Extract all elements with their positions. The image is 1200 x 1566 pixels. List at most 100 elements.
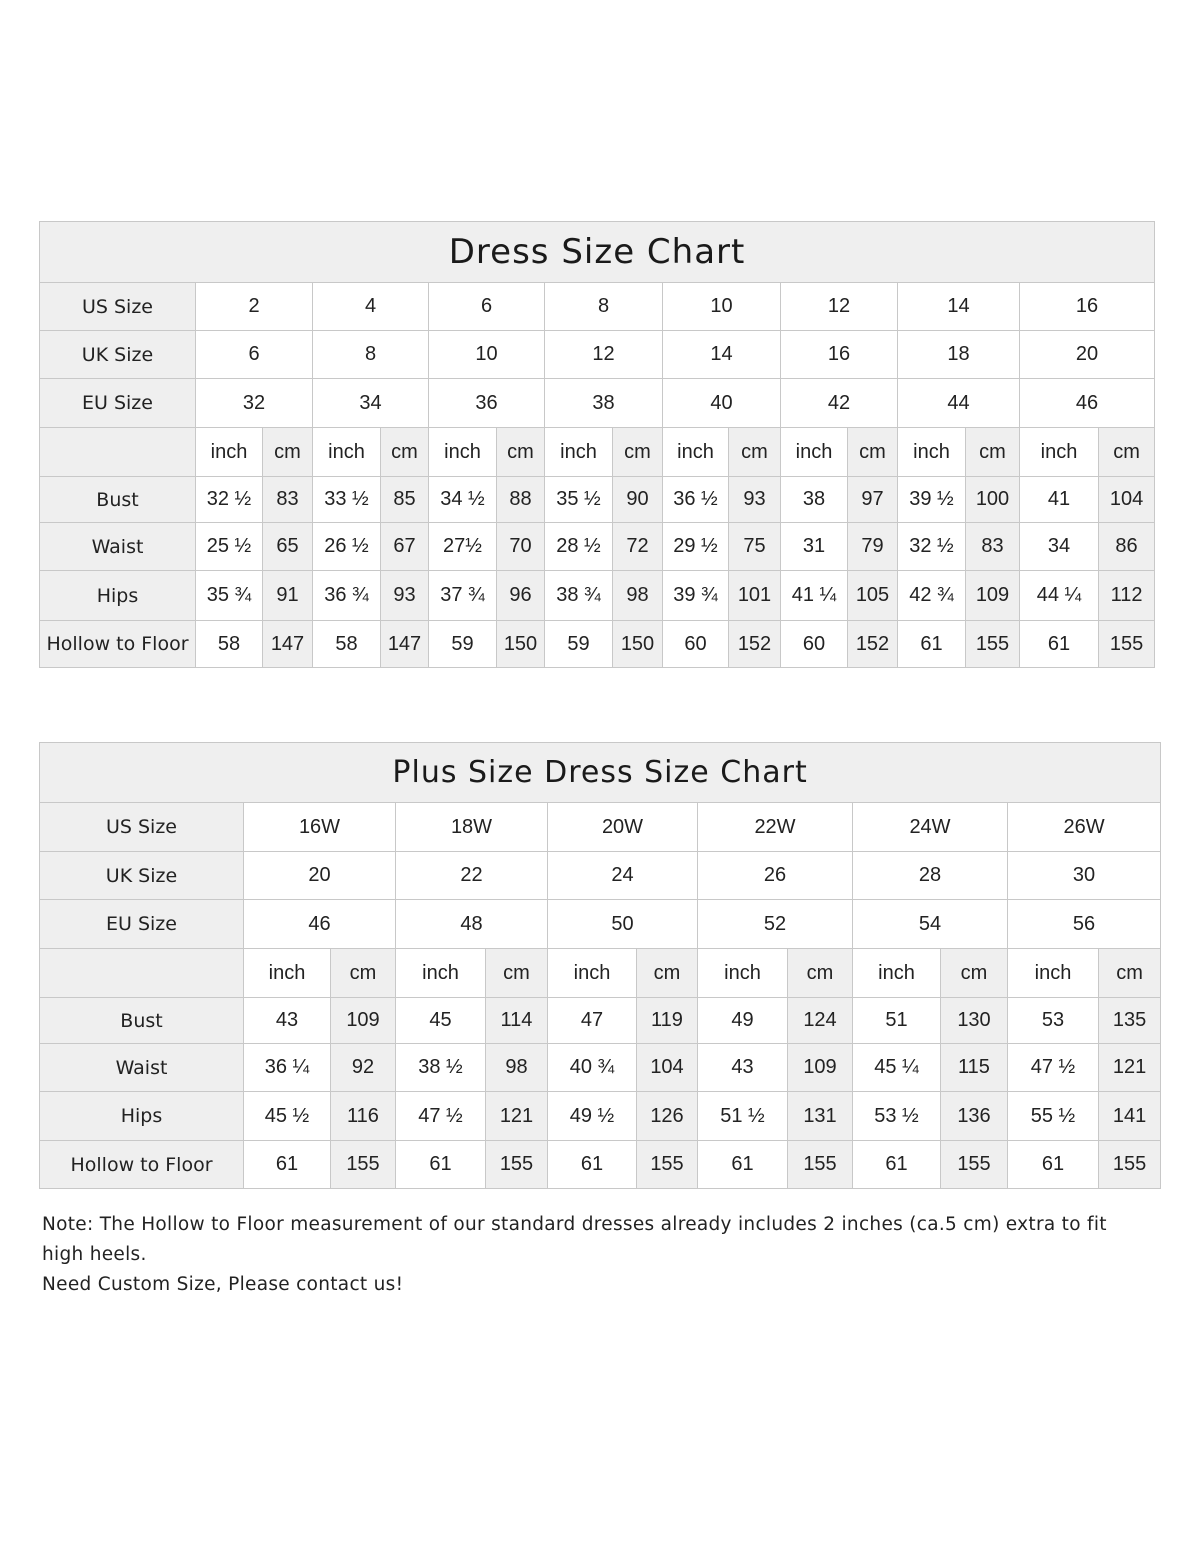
waist-cm-cell: 104	[636, 1043, 698, 1092]
hips-cm-cell: 96	[496, 570, 545, 621]
hollow-cm-cell: 150	[612, 620, 663, 668]
hips-inch-cell: 37 ¾	[428, 570, 497, 621]
row-waist: Waist 25 ½ 65 26 ½ 67 27½ 70 28 ½ 72 29 ½ 75 31 79 32…	[39, 522, 1156, 571]
row-label-us: US Size	[39, 282, 196, 331]
us-size-cell: 10	[662, 282, 781, 331]
row-us: US Size 16W 18W 20W 22W 24W 26W	[39, 802, 1162, 852]
hips-cm-cell: 93	[380, 570, 429, 621]
size-note: Note: The Hollow to Floor measurement of…	[42, 1210, 1152, 1300]
eu-size-cell: 46	[243, 899, 396, 949]
unit-inch-header: inch	[547, 948, 637, 998]
hips-cm-cell: 126	[636, 1091, 698, 1141]
waist-cm-cell: 121	[1097, 1043, 1162, 1092]
row-waist: Waist 36 ¼ 92 38 ½ 98 40 ¾ 104 43 109 45 ¼ 115 47 ½…	[39, 1043, 1162, 1092]
bust-cm-cell: 85	[380, 476, 429, 523]
bust-cm-cell: 97	[847, 476, 898, 523]
unit-cm-header: cm	[1097, 427, 1156, 477]
row-hollow: Hollow to Floor 61 155 61 155 61 155 61 155 61 155…	[39, 1140, 1162, 1189]
unit-inch-header: inch	[428, 427, 497, 477]
waist-cm-cell: 92	[330, 1043, 396, 1092]
hollow-inch-cell: 61	[547, 1140, 637, 1189]
hollow-inch-cell: 61	[1019, 620, 1099, 668]
waist-inch-cell: 29 ½	[662, 522, 729, 571]
hollow-cm-cell: 152	[847, 620, 898, 668]
uk-size-cell: 6	[195, 330, 313, 379]
unit-cm-header: cm	[728, 427, 781, 477]
unit-inch-header: inch	[195, 427, 263, 477]
us-size-cell: 14	[897, 282, 1020, 331]
bust-inch-cell: 43	[243, 997, 331, 1044]
waist-cm-cell: 109	[787, 1043, 853, 1092]
waist-inch-cell: 45 ¼	[852, 1043, 941, 1092]
hips-inch-cell: 38 ¾	[544, 570, 613, 621]
hips-inch-cell: 45 ½	[243, 1091, 331, 1141]
waist-cm-cell: 75	[728, 522, 781, 571]
eu-size-cell: 42	[780, 378, 898, 428]
bust-inch-cell: 53	[1007, 997, 1099, 1044]
us-size-cell: 18W	[395, 802, 548, 852]
bust-inch-cell: 41	[1019, 476, 1099, 523]
row-label-bust: Bust	[39, 476, 196, 523]
hollow-inch-cell: 61	[243, 1140, 331, 1189]
bust-cm-cell: 119	[636, 997, 698, 1044]
waist-inch-cell: 26 ½	[312, 522, 381, 571]
hips-inch-cell: 55 ½	[1007, 1091, 1099, 1141]
unit-inch-header: inch	[897, 427, 966, 477]
eu-size-cell: 46	[1018, 378, 1156, 428]
hips-cm-cell: 91	[262, 570, 313, 621]
eu-size-cell: 34	[312, 378, 429, 428]
hollow-cm-cell: 155	[636, 1140, 698, 1189]
waist-inch-cell: 36 ¼	[243, 1043, 331, 1092]
hollow-inch-cell: 61	[852, 1140, 941, 1189]
eu-size-cell: 38	[544, 378, 663, 428]
hips-inch-cell: 49 ½	[547, 1091, 637, 1141]
row-eu: EU Size 46 48 50 52 54 56	[39, 899, 1162, 949]
unit-cm-header: cm	[262, 427, 313, 477]
hollow-inch-cell: 61	[1007, 1140, 1099, 1189]
hips-inch-cell: 36 ¾	[312, 570, 381, 621]
hollow-inch-cell: 60	[662, 620, 729, 668]
unit-cm-header: cm	[330, 948, 396, 998]
hollow-cm-cell: 150	[496, 620, 545, 668]
bust-cm-cell: 109	[330, 997, 396, 1044]
bust-cm-cell: 130	[940, 997, 1008, 1044]
hips-inch-cell: 42 ¾	[897, 570, 966, 621]
bust-inch-cell: 39 ½	[897, 476, 966, 523]
hollow-cm-cell: 155	[940, 1140, 1008, 1189]
bust-cm-cell: 100	[965, 476, 1020, 523]
row-uk: UK Size 20 22 24 26 28 30	[39, 851, 1162, 900]
unit-cm-header: cm	[787, 948, 853, 998]
hips-cm-cell: 116	[330, 1091, 396, 1141]
hollow-cm-cell: 155	[1097, 620, 1156, 668]
unit-cm-header: cm	[965, 427, 1020, 477]
dress-size-chart-table: Dress Size Chart US Size 2 4 6 8 10 12 14 16 UK Si…	[38, 221, 1156, 668]
bust-inch-cell: 51	[852, 997, 941, 1044]
row-label-bust: Bust	[39, 997, 244, 1044]
uk-size-cell: 8	[312, 330, 429, 379]
uk-size-cell: 28	[852, 851, 1008, 900]
waist-cm-cell: 67	[380, 522, 429, 571]
hips-cm-cell: 121	[485, 1091, 548, 1141]
waist-inch-cell: 40 ¾	[547, 1043, 637, 1092]
chart-title: Plus Size Dress Size Chart	[38, 742, 1162, 803]
hips-cm-cell: 105	[847, 570, 898, 621]
row-units: inch cm inch cm inch cm inch cm inch cm inch cm	[39, 948, 1162, 998]
hollow-cm-cell: 155	[965, 620, 1020, 668]
hips-inch-cell: 44 ¼	[1019, 570, 1099, 621]
row-label-us: US Size	[39, 802, 244, 852]
row-units: inch cm inch cm inch cm inch cm inch cm inch cm inch…	[39, 427, 1156, 477]
hips-cm-cell: 141	[1097, 1091, 1162, 1141]
note-hollow-to-floor: Note: The Hollow to Floor measurement of…	[42, 1214, 1107, 1265]
hips-cm-cell: 131	[787, 1091, 853, 1141]
unit-inch-header: inch	[544, 427, 613, 477]
us-size-cell: 6	[428, 282, 545, 331]
bust-cm-cell: 114	[485, 997, 548, 1044]
bust-cm-cell: 83	[262, 476, 313, 523]
uk-size-cell: 26	[697, 851, 853, 900]
us-size-cell: 26W	[1006, 802, 1162, 852]
waist-inch-cell: 38 ½	[395, 1043, 486, 1092]
bust-inch-cell: 47	[547, 997, 637, 1044]
waist-cm-cell: 83	[965, 522, 1020, 571]
unit-cm-header: cm	[940, 948, 1008, 998]
uk-size-cell: 20	[243, 851, 396, 900]
